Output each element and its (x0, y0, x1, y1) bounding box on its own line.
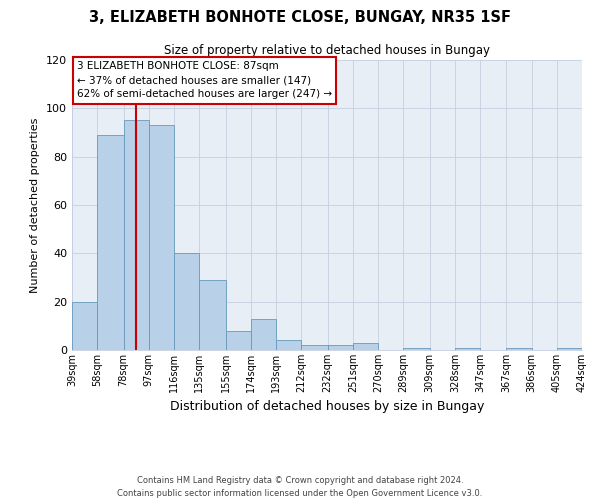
Bar (301, 345, 328, 350)
Bar (251, 318, 276, 350)
Bar (97, 135, 124, 350)
Bar (226, 330, 251, 350)
Bar (199, 280, 226, 350)
Text: 3 ELIZABETH BONHOTE CLOSE: 87sqm
← 37% of detached houses are smaller (147)
62% : 3 ELIZABETH BONHOTE CLOSE: 87sqm ← 37% o… (77, 62, 332, 100)
Text: Contains HM Land Registry data © Crown copyright and database right 2024.
Contai: Contains HM Land Registry data © Crown c… (118, 476, 482, 498)
Bar (328, 345, 353, 350)
Bar (124, 120, 149, 350)
X-axis label: Distribution of detached houses by size in Bungay: Distribution of detached houses by size … (170, 400, 484, 413)
Bar (506, 348, 532, 350)
Text: 3, ELIZABETH BONHOTE CLOSE, BUNGAY, NR35 1SF: 3, ELIZABETH BONHOTE CLOSE, BUNGAY, NR35… (89, 10, 511, 25)
Bar (276, 340, 301, 350)
Bar (557, 348, 582, 350)
Bar (72, 302, 97, 350)
Y-axis label: Number of detached properties: Number of detached properties (31, 118, 40, 292)
Bar (353, 343, 378, 350)
Bar (149, 125, 174, 350)
Title: Size of property relative to detached houses in Bungay: Size of property relative to detached ho… (164, 44, 490, 58)
Bar (455, 348, 480, 350)
Bar (403, 348, 430, 350)
Bar (174, 254, 199, 350)
